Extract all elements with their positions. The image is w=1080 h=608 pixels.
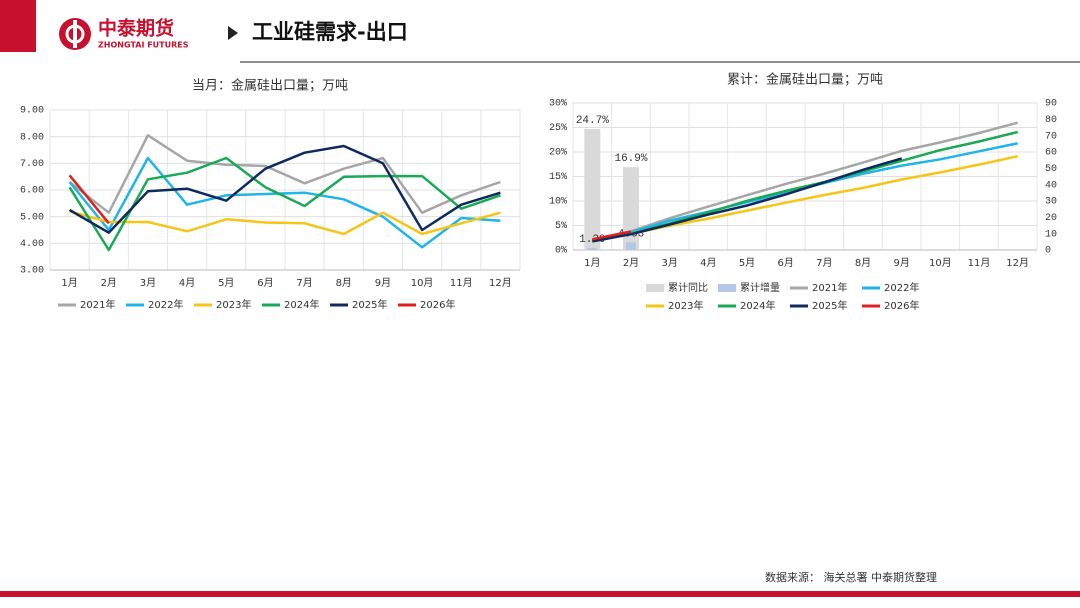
legend-label: 2024年 — [284, 298, 319, 311]
logo-subtext: ZHONGTAI FUTURES — [98, 41, 189, 50]
y2-tick-label: 90 — [1045, 99, 1057, 110]
source-note: 数据来源： 海关总署 中泰期货整理 — [765, 570, 937, 584]
x-tick-label: 2月 — [623, 257, 639, 269]
x-tick-label: 8月 — [336, 277, 352, 289]
y-tick-label: 8.00 — [20, 132, 44, 143]
y2-tick-label: 40 — [1045, 180, 1057, 191]
x-tick-label: 1月 — [61, 277, 77, 289]
x-tick-label: 10月 — [411, 277, 434, 289]
chart-title: 累计：金属硅出口量；万吨 — [727, 72, 883, 88]
y-tick-label: 15% — [549, 172, 567, 183]
line-series — [69, 210, 501, 236]
y2-tick-label: 20 — [1045, 213, 1057, 224]
x-tick-label: 9月 — [375, 277, 391, 289]
legend-label: 2021年 — [812, 281, 847, 294]
legend-label: 2022年 — [148, 298, 183, 311]
title-bullet — [228, 26, 238, 40]
bar — [587, 247, 598, 250]
y2-tick-label: 50 — [1045, 164, 1057, 175]
x-tick-label: 11月 — [968, 257, 991, 269]
legend-swatch — [646, 284, 664, 292]
y-tick-label: 7.00 — [20, 159, 44, 170]
line-series — [592, 121, 1019, 241]
legend-label: 2025年 — [352, 298, 387, 311]
y-tick-label: 3.00 — [20, 266, 44, 277]
x-tick-label: 3月 — [661, 257, 677, 269]
line-series — [68, 144, 501, 234]
x-tick-label: 6月 — [257, 277, 273, 289]
x-tick-label: 7月 — [296, 277, 312, 289]
line-series — [68, 134, 501, 214]
chart-title: 当月：金属硅出口量；万吨 — [192, 78, 348, 94]
y-tick-label: 5.00 — [20, 212, 44, 223]
x-tick-label: 10月 — [929, 257, 952, 269]
line-series — [68, 156, 501, 252]
line-series — [68, 156, 501, 249]
legend-swatch — [718, 284, 736, 292]
x-tick-label: 1月 — [584, 257, 600, 269]
line-series — [68, 174, 110, 225]
y-tick-label: 6.00 — [20, 186, 44, 197]
y2-tick-label: 70 — [1045, 131, 1057, 142]
legend-label: 2026年 — [420, 298, 455, 311]
line-series — [592, 230, 632, 241]
x-tick-label: 7月 — [816, 257, 832, 269]
x-tick-label: 3月 — [140, 277, 156, 289]
y2-tick-label: 60 — [1045, 148, 1057, 159]
legend-label: 2022年 — [884, 281, 919, 294]
legend-label: 2025年 — [812, 299, 847, 312]
data-label: 16.9% — [614, 153, 647, 165]
header-accent — [0, 0, 36, 52]
y2-tick-label: 10 — [1045, 229, 1057, 240]
y2-tick-label: 30 — [1045, 197, 1057, 208]
x-tick-label: 5月 — [218, 277, 234, 289]
line-series — [592, 157, 903, 243]
x-tick-label: 11月 — [450, 277, 473, 289]
data-label: 24.7% — [576, 115, 609, 127]
bar — [584, 128, 601, 250]
slide-title: 工业硅需求-出口 — [252, 20, 408, 44]
legend-label: 2023年 — [216, 298, 251, 311]
logo — [59, 18, 91, 50]
x-tick-label: 6月 — [777, 257, 793, 269]
y-tick-label: 0% — [555, 246, 567, 257]
x-tick-label: 9月 — [893, 257, 909, 269]
x-tick-label: 5月 — [739, 257, 755, 269]
y2-tick-label: 0 — [1045, 246, 1051, 257]
bar — [626, 242, 636, 250]
x-tick-label: 8月 — [855, 257, 871, 269]
x-tick-label: 12月 — [489, 277, 512, 289]
y2-tick-label: 80 — [1045, 115, 1057, 126]
y-tick-label: 30% — [549, 99, 567, 110]
legend-label: 2021年 — [80, 298, 115, 311]
y-tick-label: 4.00 — [20, 239, 44, 250]
y-tick-label: 10% — [549, 197, 567, 208]
legend-label: 累计同比 — [668, 281, 708, 294]
y-tick-label: 9.00 — [20, 106, 44, 117]
y-tick-label: 5% — [555, 221, 567, 232]
x-tick-label: 2月 — [101, 277, 117, 289]
footer-bar — [0, 591, 1080, 597]
x-tick-label: 4月 — [700, 257, 716, 269]
logo-text: 中泰期货 — [98, 17, 174, 40]
x-tick-label: 4月 — [179, 277, 195, 289]
x-tick-label: 12月 — [1006, 257, 1029, 269]
y-tick-label: 20% — [549, 148, 567, 159]
y-tick-label: 25% — [549, 123, 567, 134]
legend-label: 2026年 — [884, 299, 919, 312]
logo-bar — [73, 20, 77, 48]
legend-label: 2024年 — [740, 299, 775, 312]
legend-label: 2023年 — [668, 299, 703, 312]
legend-label: 累计增量 — [740, 281, 780, 294]
